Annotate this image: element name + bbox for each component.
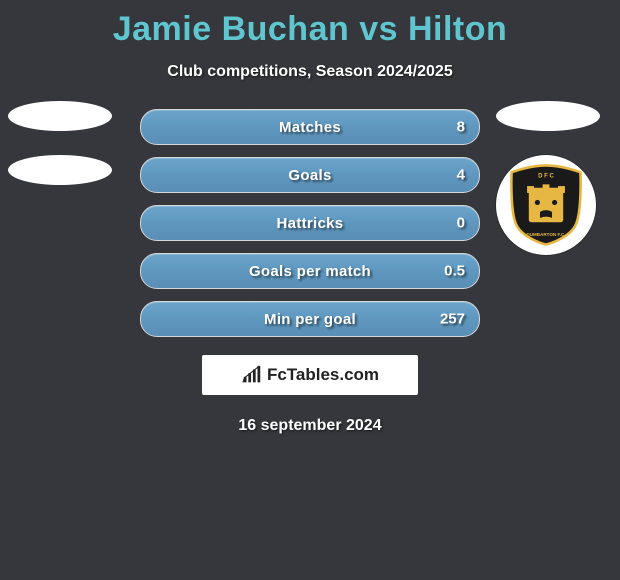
date-label: 16 september 2024 <box>0 417 620 435</box>
brand-text: FcTables.com <box>267 365 379 385</box>
brand-suffix: Tables.com <box>287 365 379 384</box>
stat-value-right: 4 <box>457 167 465 184</box>
player-badge-placeholder <box>8 101 112 131</box>
stat-label: Goals per match <box>249 263 371 280</box>
main-area: D F C DUMBARTON F.C. Matches 8 Goals 4 H… <box>0 109 620 435</box>
club-badge-placeholder <box>8 155 112 185</box>
stat-row-matches: Matches 8 <box>140 109 480 145</box>
left-player-badges <box>8 101 112 209</box>
widget-container: Jamie Buchan vs Hilton Club competitions… <box>0 0 620 580</box>
player-badge-placeholder <box>496 101 600 131</box>
stat-row-min-per-goal: Min per goal 257 <box>140 301 480 337</box>
svg-text:D F C: D F C <box>538 173 554 179</box>
stat-label: Min per goal <box>264 311 356 328</box>
stat-value-right: 257 <box>440 311 465 328</box>
subtitle: Club competitions, Season 2024/2025 <box>0 63 620 81</box>
stat-value-right: 0.5 <box>444 263 465 280</box>
stat-row-hattricks: Hattricks 0 <box>140 205 480 241</box>
shield-icon: D F C DUMBARTON F.C. <box>503 162 589 248</box>
stat-row-goals: Goals 4 <box>140 157 480 193</box>
stat-row-goals-per-match: Goals per match 0.5 <box>140 253 480 289</box>
stat-value-right: 0 <box>457 215 465 232</box>
svg-text:DUMBARTON F.C.: DUMBARTON F.C. <box>526 232 565 237</box>
page-title: Jamie Buchan vs Hilton <box>0 0 620 49</box>
brand-link[interactable]: FcTables.com <box>202 355 418 395</box>
brand-prefix: Fc <box>267 365 287 384</box>
stat-value-right: 8 <box>457 119 465 136</box>
bar-chart-icon <box>241 364 263 386</box>
club-crest-dumbarton: D F C DUMBARTON F.C. <box>496 155 596 255</box>
stat-label: Matches <box>279 119 341 136</box>
stat-label: Goals <box>288 167 331 184</box>
right-player-badges: D F C DUMBARTON F.C. <box>496 101 600 255</box>
stat-label: Hattricks <box>277 215 344 232</box>
stats-list: Matches 8 Goals 4 Hattricks 0 Goals per … <box>140 109 480 337</box>
